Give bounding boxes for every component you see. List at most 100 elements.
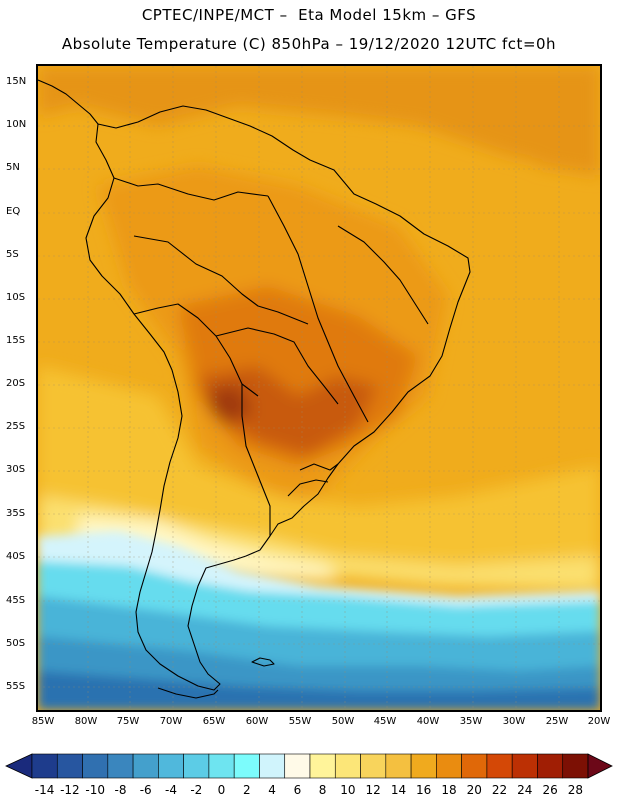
- colorbar-swatch: [259, 753, 286, 779]
- colorbar-label: 0: [217, 783, 226, 797]
- colorbar-label: -12: [60, 783, 80, 797]
- lon-label-40w: 40W: [416, 716, 440, 727]
- lat-label-35s: 35S: [6, 508, 26, 519]
- falkland-islands: [251, 657, 275, 667]
- border-east: [267, 195, 369, 423]
- lon-label-50w: 50W: [331, 716, 355, 727]
- border-central: [215, 327, 339, 405]
- colorbar-swatch: [284, 753, 311, 779]
- lon-label-85w: 85W: [31, 716, 55, 727]
- colorbar: [0, 750, 618, 800]
- lon-label-65w: 65W: [202, 716, 226, 727]
- lat-label-20s: 20S: [6, 378, 26, 389]
- lat-label-10s: 10S: [6, 292, 26, 303]
- colorbar-label: 22: [491, 783, 508, 797]
- lat-label-50s: 50S: [6, 638, 26, 649]
- colorbar-label: 26: [542, 783, 558, 797]
- colorbar-label: 10: [340, 783, 356, 797]
- colorbar-swatch: [436, 753, 462, 779]
- lat-label-45s: 45S: [6, 595, 26, 606]
- colorbar-swatch: [334, 753, 361, 779]
- colorbar-under-arrow: [5, 753, 33, 779]
- lon-label-75w: 75W: [116, 716, 140, 727]
- colorbar-swatch: [233, 753, 260, 779]
- tierra-del-fuego: [157, 687, 219, 699]
- border-uruguay: [287, 479, 329, 497]
- central-america-coastline: [38, 79, 99, 125]
- lat-label-eq: EQ: [6, 206, 21, 217]
- atlantic-hot-band: [508, 86, 600, 176]
- lat-label-5n: 5N: [6, 162, 20, 173]
- coastlines-borders: [38, 79, 471, 699]
- colorbar-label: -10: [85, 783, 105, 797]
- colorbar-swatch: [562, 753, 589, 779]
- colorbar-swatch: [410, 753, 437, 779]
- border-northeast: [337, 225, 429, 325]
- colorbar-swatch: [360, 753, 387, 779]
- cold-front-band: [78, 516, 338, 581]
- colorbar-label: -8: [114, 783, 127, 797]
- map-subtitle: Absolute Temperature (C) 850hPa – 19/12/…: [61, 35, 557, 53]
- colorbar-label: 16: [416, 783, 432, 797]
- colorbar-label: 6: [293, 783, 302, 797]
- lon-label-60w: 60W: [245, 716, 269, 727]
- lat-label-55s: 55S: [6, 681, 26, 692]
- colorbar-label: 4: [268, 783, 276, 797]
- lon-label-25w: 25W: [545, 716, 569, 727]
- colorbar-label: 28: [567, 783, 584, 797]
- colorbar-label: 24: [517, 783, 533, 797]
- lon-label-80w: 80W: [74, 716, 98, 727]
- colorbar-swatch: [31, 753, 58, 779]
- caribbean-hot-zone: [38, 66, 600, 176]
- lon-label-45w: 45W: [373, 716, 397, 727]
- colorbar-swatch: [385, 753, 412, 779]
- colorbar-swatch: [486, 753, 513, 779]
- deep-cold-zone: [38, 671, 600, 710]
- lon-label-20w: 20W: [587, 716, 611, 727]
- south-cool-band: [38, 496, 600, 591]
- lat-label-15n: 15N: [6, 76, 27, 87]
- colorbar-label: -4: [165, 783, 177, 797]
- colorbar-swatch: [309, 753, 336, 779]
- south-america-coastline: [85, 105, 471, 691]
- temperature-field: [38, 66, 600, 710]
- colorbar-label: -14: [34, 783, 55, 797]
- colorbar-swatch: [82, 753, 109, 779]
- colorbar-over-arrow: [587, 753, 613, 779]
- lon-label-70w: 70W: [159, 716, 183, 727]
- colorbar-label: 2: [242, 783, 251, 797]
- colorbar-label: 18: [441, 783, 457, 797]
- lat-label-40s: 40S: [6, 551, 26, 562]
- colorbar-swatch: [461, 753, 488, 779]
- colorbar-swatch: [107, 753, 134, 779]
- colorbar-swatch: [511, 753, 538, 779]
- border-andes: [133, 303, 259, 397]
- temperature-map[interactable]: [36, 64, 602, 712]
- colorbar-label: 14: [390, 783, 407, 797]
- map-title: CPTEC/INPE/MCT – Eta Model 15km – GFS: [141, 6, 477, 24]
- colorbar-label: -2: [190, 783, 203, 797]
- border-south: [241, 384, 271, 536]
- colorbar-swatch: [537, 753, 564, 779]
- lat-lon-grid: [38, 66, 600, 710]
- colorbar-label: 12: [365, 783, 381, 797]
- colorbar-swatch: [208, 753, 235, 779]
- lon-label-55w: 55W: [288, 716, 312, 727]
- lat-label-10n: 10N: [6, 119, 27, 130]
- lon-label-35w: 35W: [459, 716, 483, 727]
- lon-label-30w: 30W: [502, 716, 526, 727]
- lat-label-25s: 25S: [6, 421, 26, 432]
- lat-label-30s: 30S: [6, 464, 26, 475]
- continent-core-zone: [198, 366, 378, 456]
- colorbar-swatch: [56, 753, 83, 779]
- colorbar-label: 8: [318, 783, 327, 797]
- border-amazon: [133, 235, 309, 325]
- colorbar-label: -6: [139, 783, 152, 797]
- lat-label-15s: 15S: [6, 335, 26, 346]
- lat-label-5s: 5S: [6, 249, 19, 260]
- colorbar-swatch: [158, 753, 184, 779]
- colorbar-label: 20: [466, 783, 482, 797]
- border-north: [113, 177, 269, 201]
- colorbar-swatch: [132, 753, 159, 779]
- colorbar-swatch: [183, 753, 210, 779]
